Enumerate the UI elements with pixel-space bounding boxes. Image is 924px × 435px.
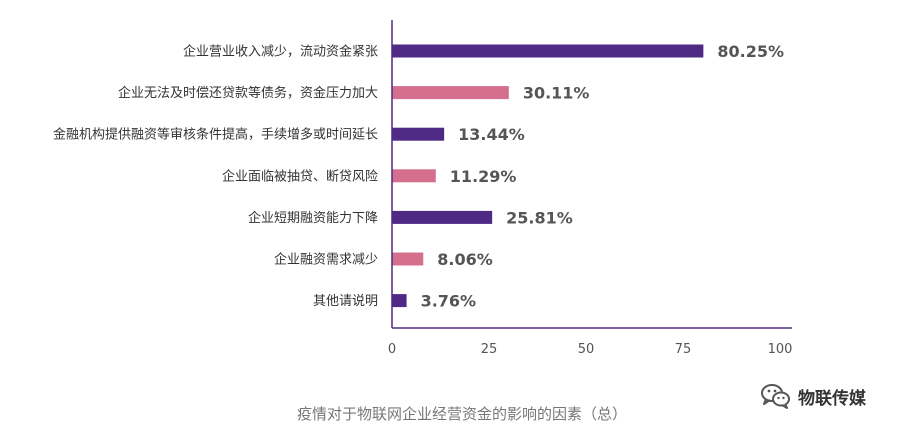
category-label: 企业融资需求减少 bbox=[274, 252, 378, 268]
value-label: 3.76% bbox=[421, 292, 477, 311]
wechat-icon bbox=[761, 384, 790, 409]
x-tick-label: 50 bbox=[578, 342, 595, 357]
watermark: 物联传媒 bbox=[760, 380, 866, 412]
value-label: 13.44% bbox=[458, 125, 525, 144]
category-label: 企业短期融资能力下降 bbox=[248, 210, 378, 226]
bar bbox=[392, 86, 509, 100]
figure-caption: 疫情对于物联网企业经营资金的影响的因素（总） bbox=[296, 405, 627, 423]
value-label: 80.25% bbox=[717, 42, 784, 61]
bar bbox=[392, 210, 493, 224]
watermark-text: 物联传媒 bbox=[798, 388, 866, 409]
x-tick-label: 100 bbox=[768, 342, 793, 357]
category-label: 其他请说明 bbox=[313, 294, 378, 309]
category-label: 企业营业收入减少，流动资金紧张 bbox=[183, 44, 378, 60]
x-axis-ticks: 0 25 50 75 100 bbox=[388, 342, 793, 357]
bar bbox=[392, 127, 445, 141]
category-label: 企业无法及时偿还贷款等债务，资金压力加大 bbox=[118, 85, 378, 101]
bar bbox=[392, 44, 704, 58]
bar bbox=[392, 294, 407, 308]
x-tick-label: 75 bbox=[675, 342, 692, 357]
category-label: 企业面临被抽贷、断贷风险 bbox=[222, 168, 378, 184]
value-label: 30.11% bbox=[523, 84, 590, 103]
value-label: 25.81% bbox=[506, 208, 573, 227]
value-label: 11.29% bbox=[450, 167, 517, 186]
value-label: 8.06% bbox=[437, 250, 493, 269]
x-tick-label: 25 bbox=[481, 342, 498, 357]
bars-layer: 企业营业收入减少，流动资金紧张 80.25% 企业无法及时偿还贷款等债务，资金压力加… bbox=[53, 42, 784, 311]
bar bbox=[392, 252, 424, 266]
x-tick-label: 0 bbox=[388, 342, 396, 357]
category-label: 金融机构提供融资等审核条件提高，手续增多或时间延长 bbox=[53, 127, 378, 143]
bar bbox=[392, 169, 436, 183]
